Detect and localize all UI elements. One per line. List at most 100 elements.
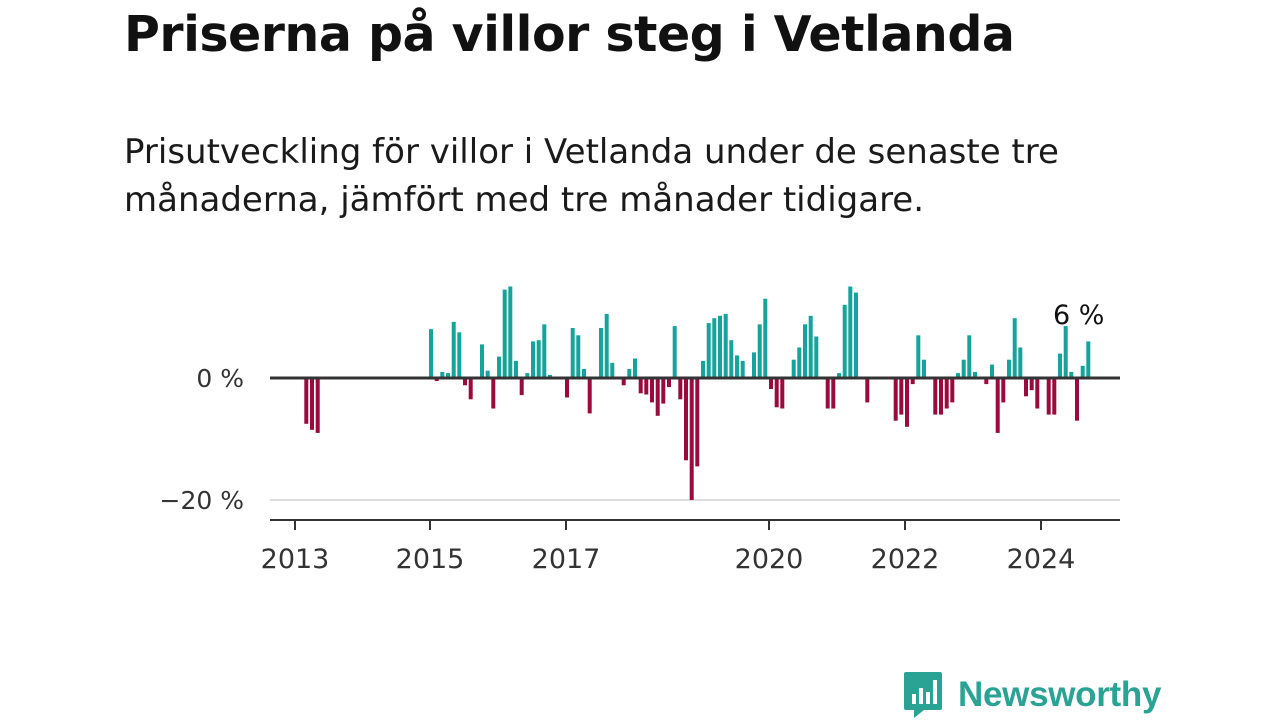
bar <box>995 378 1000 433</box>
brand-name: Newsworthy <box>958 675 1162 714</box>
chart-title: Priserna på villor steg i Vetlanda <box>124 6 1015 63</box>
bar <box>1086 341 1091 378</box>
bar <box>967 335 972 378</box>
bar <box>667 378 671 388</box>
bar <box>1046 378 1051 415</box>
bar <box>797 347 802 378</box>
x-tick-label: 2020 <box>735 544 804 575</box>
bar <box>1035 378 1040 409</box>
bar <box>1052 378 1057 415</box>
labels: 0 % −20 % 2013 2015 2017 2020 2022 2024 6 % <box>160 300 1105 575</box>
bar <box>1024 378 1028 397</box>
bar <box>604 313 609 378</box>
bar <box>446 373 450 378</box>
bar <box>837 373 841 378</box>
bar <box>973 371 977 378</box>
x-tick-label: 2017 <box>532 544 601 575</box>
bar <box>1063 326 1068 378</box>
bar <box>576 335 581 378</box>
bar <box>519 378 524 396</box>
bar <box>803 324 807 378</box>
y-tick-label: −20 % <box>160 486 244 515</box>
bars <box>304 286 1091 500</box>
bar <box>854 292 858 378</box>
bar <box>678 378 683 400</box>
bar <box>769 378 773 389</box>
bar <box>848 286 853 378</box>
bar <box>763 298 768 378</box>
chart-subtitle: Prisutveckling för villor i Vetlanda und… <box>124 132 1059 220</box>
bar <box>621 378 626 386</box>
bar <box>729 340 734 378</box>
bar <box>497 356 501 378</box>
bar <box>831 378 836 409</box>
bar <box>893 378 898 421</box>
bar <box>950 378 955 403</box>
bar <box>655 378 660 416</box>
bar <box>508 286 513 378</box>
bar <box>610 362 615 379</box>
bar <box>531 341 535 378</box>
bar <box>548 374 552 378</box>
bar <box>502 289 507 378</box>
bar <box>1029 378 1034 391</box>
bar <box>712 318 717 378</box>
bar <box>582 368 586 378</box>
bar <box>701 360 705 378</box>
bar <box>304 378 309 424</box>
bar <box>961 359 966 378</box>
bar <box>457 332 462 379</box>
bar <box>1080 365 1085 378</box>
x-tick-label: 2022 <box>871 544 940 575</box>
bar <box>933 378 938 415</box>
bar <box>910 378 915 385</box>
bar <box>718 315 722 378</box>
bar <box>774 378 779 408</box>
bar <box>905 378 909 427</box>
bar <box>525 373 530 378</box>
bar <box>491 378 496 409</box>
bar <box>633 358 637 378</box>
bar <box>740 360 745 378</box>
bar <box>451 321 456 378</box>
bar <box>984 378 989 385</box>
bar <box>485 370 490 378</box>
bar <box>899 378 904 415</box>
bar <box>570 328 575 378</box>
bar <box>825 378 830 409</box>
bar <box>1069 371 1074 378</box>
bar <box>780 378 785 409</box>
bar <box>1058 353 1062 378</box>
bar <box>808 315 813 378</box>
bar <box>684 378 688 461</box>
bar <box>1018 347 1023 378</box>
bar <box>922 359 926 378</box>
bar <box>627 368 632 378</box>
bar <box>599 328 603 378</box>
bar <box>1001 378 1006 403</box>
bar <box>468 378 473 400</box>
bar <box>463 378 467 386</box>
bar <box>916 335 921 378</box>
bar <box>956 373 960 378</box>
bar <box>672 326 677 378</box>
bar <box>310 378 314 430</box>
bar <box>752 352 756 378</box>
bar-chart: 0 % −20 % 2013 2015 2017 2020 2022 2024 6 % <box>160 286 1120 575</box>
bar <box>723 313 728 378</box>
bar <box>689 378 694 500</box>
bar <box>565 378 569 398</box>
bar <box>695 378 700 467</box>
x-tick-label: 2013 <box>261 544 330 575</box>
bar <box>944 378 949 409</box>
bar <box>842 304 847 378</box>
bar <box>514 360 518 378</box>
bar <box>1007 359 1011 378</box>
bar <box>1075 378 1079 421</box>
bar <box>990 364 994 378</box>
last-value-label: 6 % <box>1053 300 1104 331</box>
bar <box>735 355 739 378</box>
bar <box>757 324 762 378</box>
bar <box>429 329 433 378</box>
y-tick-label: 0 % <box>196 364 244 393</box>
